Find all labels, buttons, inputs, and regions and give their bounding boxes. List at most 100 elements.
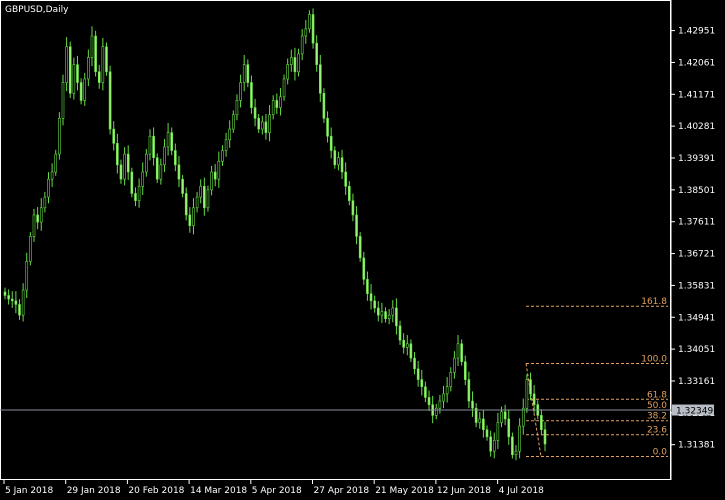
candle-body [50, 171, 54, 180]
candle-body [344, 171, 347, 187]
candle-body [105, 46, 108, 73]
fib-level-label: 38.2 [647, 412, 667, 422]
candle-body [3, 291, 7, 296]
candle-body [163, 146, 166, 166]
candle-body [271, 100, 275, 116]
candle-body [97, 71, 101, 83]
candle-body [94, 35, 97, 73]
candle-body [43, 196, 47, 209]
candle-body [181, 178, 184, 194]
candle-body [326, 118, 329, 137]
price-tick-label: 1.41171 [678, 90, 715, 100]
candle-body [68, 46, 72, 94]
chart-title: GBPUSD,Daily [5, 5, 69, 15]
candle-body [148, 135, 152, 155]
candle-body [137, 186, 141, 201]
candle-body [304, 28, 308, 37]
time-tick-label: 20 Feb 2018 [128, 486, 184, 496]
candle-body [297, 53, 300, 73]
candle-body [170, 132, 174, 151]
price-tick-label: 1.34941 [678, 313, 715, 323]
candle-body [123, 153, 126, 180]
candle-body [29, 236, 32, 262]
candle-body [395, 307, 398, 327]
candle-body [503, 411, 507, 420]
candle-body [90, 35, 94, 58]
candle-body [134, 193, 137, 201]
candle-body [279, 96, 282, 108]
candle-body [32, 214, 36, 237]
candle-body [474, 407, 478, 423]
price-tick-label: 1.42951 [678, 27, 715, 37]
candle-body [492, 440, 496, 452]
candle-body [434, 407, 438, 416]
candle-body [210, 171, 213, 191]
candle-body [286, 64, 289, 80]
candle-body [101, 46, 105, 83]
candle-body [514, 450, 518, 456]
candle-body [369, 293, 373, 302]
time-tick-label: 4 Jul 2018 [499, 486, 544, 496]
candle-body [376, 307, 380, 316]
candle-body [221, 150, 224, 162]
candle-body [61, 82, 65, 119]
candle-body [184, 193, 188, 216]
price-tick-label: 1.38501 [678, 186, 715, 196]
candle-body [72, 64, 76, 94]
candle-body [427, 397, 431, 405]
candle-body [268, 114, 271, 133]
candle-body [58, 118, 61, 155]
candle-body [188, 214, 192, 226]
plot-area[interactable] [0, 0, 671, 480]
fib-level-label: 0.0 [653, 448, 668, 458]
candle-body [36, 214, 39, 223]
candle-body [518, 425, 521, 452]
fib-level-label: 161.8 [641, 297, 667, 307]
fib-level-label: 61.8 [647, 390, 667, 400]
candle-body [119, 164, 123, 180]
candle-body [362, 257, 366, 280]
candle-body [290, 57, 293, 65]
candle-body [300, 35, 304, 55]
candle-body [108, 71, 112, 130]
candle-body [224, 139, 228, 151]
candle-body [337, 157, 340, 166]
time-tick-label: 5 Apr 2018 [252, 486, 302, 496]
candle-body [315, 42, 318, 65]
candle-body [340, 157, 344, 173]
candle-body [387, 314, 391, 320]
candle-body [463, 361, 467, 380]
fib-level-label: 23.6 [647, 426, 667, 436]
candle-body [246, 64, 250, 83]
candle-body [14, 300, 18, 305]
candle-body [242, 64, 246, 83]
candle-body [228, 128, 231, 141]
candle-body [79, 82, 83, 101]
candle-body [253, 107, 257, 119]
candle-body [445, 386, 449, 395]
candle-body [485, 429, 489, 438]
candle-body [311, 14, 315, 44]
candle-body [21, 289, 25, 316]
candle-body [47, 178, 50, 198]
candle-body [402, 339, 405, 348]
candle-body [25, 261, 29, 291]
candle-body [478, 418, 482, 423]
candle-body [159, 164, 163, 180]
candle-body [409, 343, 413, 359]
time-tick-label: 21 May 2018 [375, 486, 434, 496]
current-price-box [672, 404, 714, 416]
candle-body [500, 411, 503, 423]
candle-body [529, 379, 532, 395]
candle-body [155, 157, 159, 180]
candle-body [39, 207, 43, 223]
candle-body [293, 57, 297, 73]
candle-body [540, 415, 543, 430]
candle-body [257, 118, 260, 130]
candle-body [471, 400, 474, 409]
candle-body [177, 164, 181, 180]
candle-body [206, 189, 210, 209]
price-tick-label: 1.34051 [678, 345, 715, 355]
candle-body [232, 114, 235, 130]
